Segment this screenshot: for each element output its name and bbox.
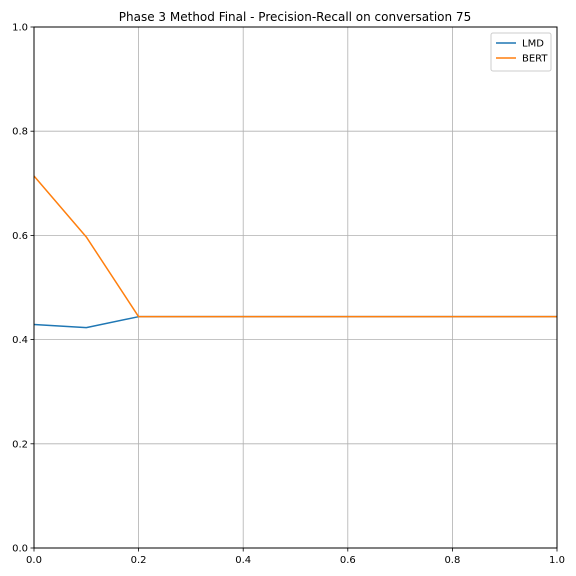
legend-label-bert: BERT [522,54,548,65]
y-tick-label: 0.6 [12,231,28,242]
series-line-bert [33,175,557,318]
y-tick-label: 0.2 [12,439,28,450]
y-tick-label: 1.0 [12,23,28,34]
x-tick-label: 0.2 [131,555,147,566]
plot-frame [33,26,558,549]
x-tick-label: 0.6 [340,555,356,566]
x-tick-label: 0.0 [26,555,42,566]
x-axis-ticks: 0.0 0.2 0.4 0.6 0.8 1.0 [26,548,565,566]
x-tick-label: 1.0 [549,555,565,566]
x-tick-label: 0.8 [444,555,460,566]
y-axis-ticks: 0.0 0.2 0.4 0.6 0.8 1.0 [12,23,34,555]
legend: LMD BERT [490,32,552,72]
y-tick-label: 0.4 [12,335,28,346]
x-tick-label: 0.4 [235,555,251,566]
grid [33,26,558,549]
series-lines [33,175,557,329]
series-line-lmd [33,315,557,329]
chart-title: Phase 3 Method Final - Precision-Recall … [119,10,471,24]
y-tick-label: 0.8 [12,127,28,138]
y-tick-label: 0.0 [12,544,28,555]
legend-label-lmd: LMD [522,39,544,50]
